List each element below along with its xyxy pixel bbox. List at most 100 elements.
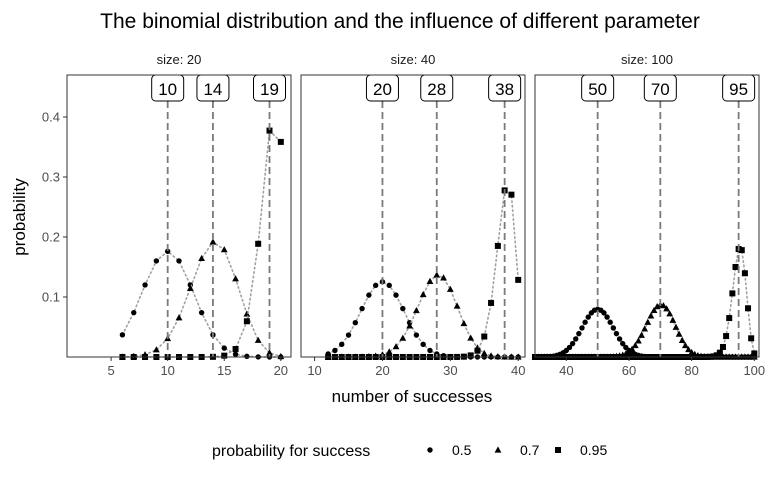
data-point [681, 341, 689, 349]
legend-entries: 0.5 0.7 0.95 [427, 442, 607, 458]
legend-key [555, 447, 561, 453]
data-point [514, 353, 522, 360]
data-point [243, 310, 251, 317]
legend-key [427, 447, 433, 453]
data-point [678, 336, 686, 344]
data-point [142, 282, 148, 288]
data-point [339, 341, 345, 348]
data-point [345, 332, 352, 338]
data-point [446, 285, 454, 292]
data-point [209, 238, 217, 245]
legend-label: 0.5 [452, 442, 472, 458]
data-point [710, 353, 717, 360]
data-point [610, 325, 617, 331]
data-point [266, 349, 273, 356]
mode-label: 38 [495, 80, 514, 99]
data-point [412, 306, 420, 314]
x-tick-label: 30 [443, 363, 457, 378]
data-point [751, 350, 758, 357]
data-point [616, 336, 623, 342]
x-tick-label: 40 [511, 363, 525, 378]
data-point [460, 319, 468, 327]
data-point [729, 290, 736, 297]
data-point [420, 341, 426, 348]
data-point [675, 330, 683, 337]
mode-label: 20 [373, 80, 392, 99]
series-line [121, 240, 282, 358]
data-point [232, 351, 239, 357]
data-point [175, 314, 183, 321]
x-tick-label: 40 [559, 363, 573, 378]
data-point [119, 332, 126, 338]
data-point [221, 352, 228, 359]
panel-40: size: 40 20 28 38 10 20 30 40 [300, 52, 526, 378]
panel-border [66, 74, 292, 358]
data-point [176, 258, 182, 264]
data-point [631, 341, 639, 349]
data-point [480, 349, 488, 356]
legend-title: probability for success [212, 443, 370, 460]
data-point [638, 331, 645, 338]
data-point [153, 258, 160, 264]
data-point [277, 138, 284, 145]
data-point [644, 318, 652, 325]
data-point [266, 127, 273, 134]
data-point [604, 314, 610, 320]
data-point [732, 263, 739, 270]
chart-title: The binomial distribution and the influe… [100, 10, 700, 33]
data-point [254, 336, 262, 343]
data-point [650, 306, 658, 314]
data-point [426, 277, 434, 284]
legend-entry-0.95: 0.95 [555, 442, 607, 458]
data-point [582, 319, 588, 325]
data-point [669, 316, 677, 323]
data-point [494, 242, 501, 249]
data-point [232, 275, 239, 282]
x-tick-label: 5 [108, 363, 115, 378]
data-point [569, 340, 576, 347]
strip-label: size: 40 [391, 52, 436, 67]
data-point [647, 312, 655, 319]
data-point [221, 345, 227, 351]
data-point [152, 346, 160, 353]
data-point [474, 347, 481, 354]
data-point [243, 318, 250, 325]
data-point [741, 270, 748, 277]
data-point [385, 348, 393, 355]
data-point [663, 305, 670, 312]
data-point [198, 254, 206, 262]
x-axis-label: number of successes [332, 387, 493, 406]
y-tick-label: 0.1 [42, 290, 60, 305]
data-point [719, 343, 726, 350]
mode-label: 70 [651, 80, 670, 99]
mode-label: 95 [729, 80, 748, 99]
legend-key [494, 446, 502, 453]
data-point [277, 352, 285, 360]
data-point [666, 310, 674, 317]
data-point [453, 302, 461, 309]
legend: probability for success 0.5 0.7 0.95 [212, 442, 607, 460]
mode-label: 19 [260, 80, 279, 99]
data-point [433, 271, 441, 278]
data-point [220, 246, 228, 253]
panel-border [300, 74, 526, 358]
facet-panels: size: 20 10 14 19 5 10 15 20 size: 40 20 28 38 10 20 3… [66, 52, 765, 378]
data-point [685, 345, 692, 353]
x-tick-label: 10 [307, 363, 321, 378]
data-point [713, 352, 720, 359]
data-point [232, 346, 239, 353]
mode-label: 14 [203, 80, 222, 99]
x-tick-label: 100 [743, 363, 765, 378]
data-point [641, 325, 649, 332]
x-tick-label: 20 [375, 363, 389, 378]
data-point [566, 344, 573, 351]
data-point [332, 347, 338, 354]
data-point [186, 284, 194, 291]
data-point [508, 191, 515, 198]
y-tick-label: 0.2 [42, 230, 60, 245]
data-point [413, 332, 420, 338]
data-point [579, 325, 585, 331]
data-point [131, 309, 137, 316]
data-point [716, 349, 723, 356]
